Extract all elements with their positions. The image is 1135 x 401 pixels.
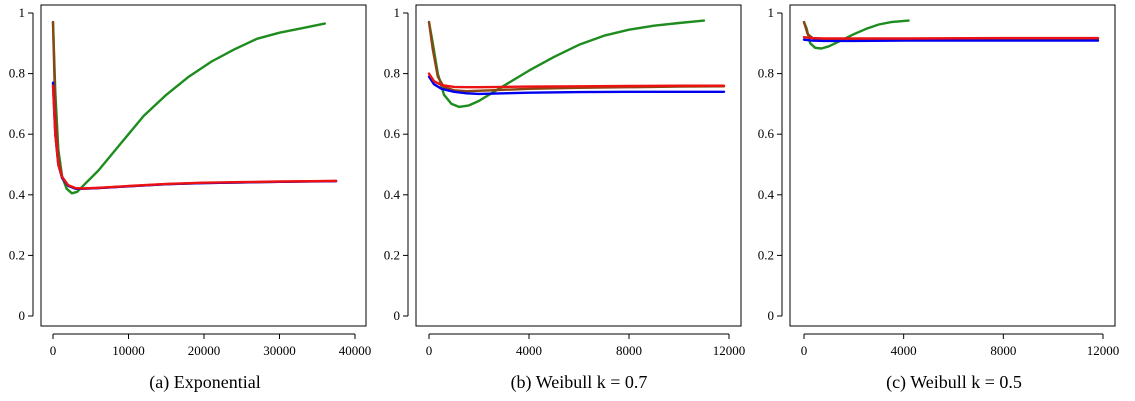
y-tick-label: 0.4: [384, 187, 401, 202]
y-tick-label: 0.2: [9, 247, 25, 262]
series-line-red: [51, 84, 338, 190]
series-line-brown: [427, 20, 726, 93]
y-tick-label: 0.4: [758, 187, 775, 202]
plot-frame: [789, 4, 1116, 327]
panel-caption: (a) Exponential: [149, 372, 260, 393]
series-line-blue: [802, 38, 1100, 43]
series-line-blue: [427, 75, 726, 96]
series-line-red: [802, 36, 1100, 40]
x-tick-label: 0: [801, 343, 808, 358]
y-tick-label: 1: [19, 5, 26, 20]
x-tick-label: 10000: [112, 343, 145, 358]
y-tick-label: 0.2: [384, 247, 400, 262]
x-tick-label: 30000: [263, 343, 296, 358]
series-line-green: [802, 19, 910, 50]
series-line-brown: [51, 20, 338, 190]
x-tick-label: 4000: [516, 343, 542, 358]
plot-frame: [40, 4, 367, 327]
chart-panel-1: 0 0.2 0.4 0.6 0.8 1 0 10000 20000 30000 40000 (a) E…: [9, 4, 372, 393]
x-tick-label: 8000: [990, 343, 1016, 358]
panel-caption: (c) Weibull k = 0.5: [886, 372, 1022, 393]
y-tick-label: 0.6: [9, 126, 26, 141]
x-tick-label: 4000: [891, 343, 917, 358]
y-tick-label: 0.8: [758, 66, 774, 81]
y-tick-label: 1: [768, 5, 775, 20]
x-tick-label: 40000: [339, 343, 372, 358]
series-line-red: [427, 72, 726, 89]
y-tick-label: 0.8: [384, 66, 400, 81]
plot-frame: [415, 4, 742, 327]
y-tick-label: 0.8: [9, 66, 25, 81]
chart-panel-2: 0 0.2 0.4 0.6 0.8 1 0 4000 8000 12000 (b) Weibull …: [384, 4, 746, 393]
y-tick-label: 0.6: [384, 126, 401, 141]
x-tick-label: 12000: [713, 343, 746, 358]
x-tick-label: 0: [50, 343, 57, 358]
y-tick-label: 0.6: [758, 126, 775, 141]
y-tick-label: 1: [394, 5, 401, 20]
chart-panel-3: 0 0.2 0.4 0.6 0.8 1 0 4000 8000 12000 (c) Weibull …: [758, 4, 1120, 393]
y-tick-label: 0.2: [758, 247, 774, 262]
y-tick-label: 0: [394, 308, 401, 323]
y-tick-label: 0: [768, 308, 775, 323]
y-tick-label: 0: [19, 308, 26, 323]
x-tick-label: 20000: [188, 343, 221, 358]
series-line-green: [51, 20, 326, 195]
x-tick-label: 12000: [1087, 343, 1120, 358]
x-tick-label: 0: [426, 343, 433, 358]
y-tick-label: 0.4: [9, 187, 26, 202]
panel-caption: (b) Weibull k = 0.7: [511, 372, 648, 393]
x-tick-label: 8000: [616, 343, 642, 358]
